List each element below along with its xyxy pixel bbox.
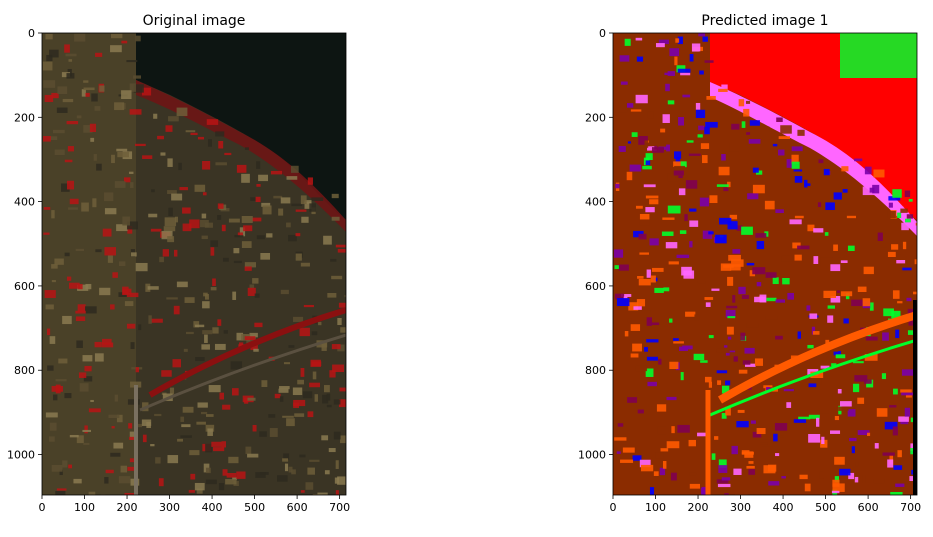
predicted-image-title: Predicted image 1 bbox=[701, 13, 828, 29]
predicted-x-tick-label: 400 bbox=[773, 501, 794, 514]
original-axes-frame bbox=[41, 32, 347, 496]
predicted-image-raster bbox=[613, 33, 917, 495]
predicted-y-axis: 0 200 400 600 800 1000 bbox=[578, 27, 613, 462]
original-y-axis: 0 200 400 600 800 1000 bbox=[7, 27, 42, 462]
original-y-tick-label: 0 bbox=[28, 27, 35, 40]
predicted-x-tick-label: 100 bbox=[645, 501, 666, 514]
original-x-tick-label: 0 bbox=[39, 501, 46, 514]
predicted-x-tick-label: 600 bbox=[858, 501, 879, 514]
predicted-y-tick-label: 1000 bbox=[578, 449, 606, 462]
original-x-tick-label: 700 bbox=[329, 501, 350, 514]
original-y-tick-label: 800 bbox=[14, 364, 35, 377]
predicted-x-tick-label: 200 bbox=[688, 501, 709, 514]
original-y-tick-label: 400 bbox=[14, 196, 35, 209]
original-x-axis: 0 100 200 300 400 500 600 700 bbox=[39, 495, 350, 514]
predicted-x-axis: 0 100 200 300 400 500 600 700 bbox=[610, 495, 921, 514]
original-x-tick-label: 300 bbox=[159, 501, 180, 514]
predicted-x-tick-label: 500 bbox=[815, 501, 836, 514]
original-image-panel: Original image 0 100 200 300 400 500 600 700 0 2… bbox=[7, 13, 350, 514]
original-image-raster bbox=[42, 33, 346, 495]
original-x-tick-label: 600 bbox=[287, 501, 308, 514]
original-y-tick-label: 1000 bbox=[7, 449, 35, 462]
original-image-title: Original image bbox=[143, 13, 246, 29]
original-x-tick-label: 400 bbox=[202, 501, 223, 514]
predicted-x-tick-label: 0 bbox=[610, 501, 617, 514]
original-x-tick-label: 200 bbox=[117, 501, 138, 514]
predicted-axes-frame bbox=[612, 32, 918, 496]
original-x-tick-label: 100 bbox=[74, 501, 95, 514]
predicted-image-panel: Predicted image 1 0 100 200 300 400 500 600 700… bbox=[578, 13, 921, 514]
predicted-y-tick-label: 600 bbox=[585, 280, 606, 293]
predicted-y-tick-label: 200 bbox=[585, 111, 606, 124]
predicted-y-tick-label: 800 bbox=[585, 364, 606, 377]
original-y-tick-label: 200 bbox=[14, 111, 35, 124]
original-y-tick-label: 600 bbox=[14, 280, 35, 293]
predicted-x-tick-label: 300 bbox=[730, 501, 751, 514]
predicted-y-tick-label: 0 bbox=[599, 27, 606, 40]
predicted-y-tick-label: 400 bbox=[585, 196, 606, 209]
original-x-tick-label: 500 bbox=[244, 501, 265, 514]
predicted-x-tick-label: 700 bbox=[900, 501, 921, 514]
